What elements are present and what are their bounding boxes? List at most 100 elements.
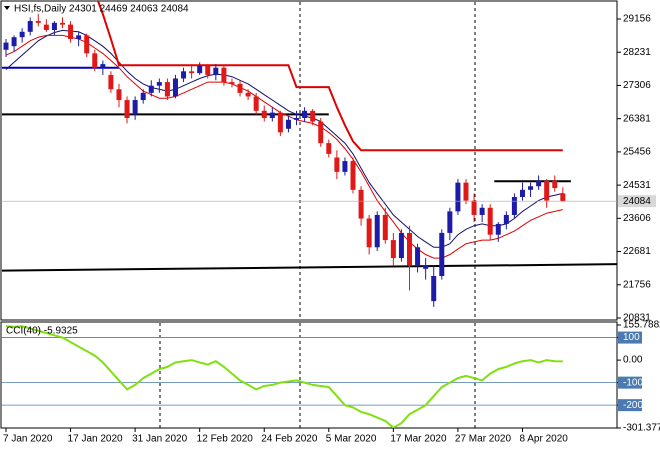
- y-tick-label: 155.7882: [623, 320, 660, 331]
- candle-body: [269, 112, 275, 118]
- candle-body: [19, 31, 25, 38]
- x-tick-label: 5 Mar 2020: [326, 434, 377, 445]
- candle-body: [245, 92, 251, 97]
- x-tick-label: 8 Apr 2020: [519, 434, 568, 445]
- x-tick-label: 7 Jan 2020: [3, 434, 53, 445]
- candle-body: [189, 71, 195, 74]
- candle-body: [116, 89, 122, 101]
- candle-body: [536, 180, 542, 187]
- candle-body: [108, 74, 114, 90]
- y-tick-label: 0.00: [623, 355, 643, 366]
- candle-body: [447, 211, 453, 233]
- candle-body: [3, 42, 9, 50]
- candle-body: [366, 218, 372, 248]
- x-tick-label: 17 Mar 2020: [390, 434, 447, 445]
- candle-body: [253, 96, 259, 111]
- candle-body: [68, 24, 74, 39]
- menu-arrow: [4, 6, 10, 10]
- candle-body: [302, 110, 308, 118]
- candle-body: [197, 65, 203, 74]
- candle-body: [100, 64, 106, 68]
- y-tick-label: 26381: [623, 113, 651, 124]
- x-tick-label: 31 Jan 2020: [132, 434, 187, 445]
- candle-body: [261, 110, 267, 118]
- candle-body: [431, 276, 437, 302]
- candle-body: [140, 92, 146, 101]
- candle-body: [59, 22, 65, 25]
- candle-body: [51, 22, 57, 31]
- x-tick-label: 12 Feb 2020: [197, 434, 254, 445]
- candle-body: [415, 247, 421, 266]
- y-tick-label: 27306: [623, 80, 651, 91]
- candle-body: [334, 157, 340, 172]
- y-tick-label: -100: [623, 377, 643, 388]
- candle-body: [495, 223, 501, 235]
- candle-body: [326, 143, 332, 154]
- candle-body: [487, 207, 493, 235]
- candle-body: [76, 35, 82, 39]
- x-tick-label: 27 Mar 2020: [455, 434, 512, 445]
- candle-body: [172, 78, 178, 97]
- candle-body: [519, 189, 525, 198]
- candle-body: [407, 232, 412, 266]
- candle-body: [382, 214, 388, 241]
- candle-body: [11, 37, 17, 47]
- level-label-box: [618, 399, 642, 412]
- candle-body: [181, 71, 187, 79]
- candle-body: [237, 83, 243, 93]
- x-tick-label: 17 Jan 2020: [68, 434, 123, 445]
- candle-body: [277, 112, 283, 133]
- chart-title: HSI,fs,Daily 24301 24469 24063 24084: [14, 4, 189, 15]
- candle-body: [390, 240, 396, 259]
- candle-body: [374, 214, 380, 248]
- y-tick-label: 28231: [623, 47, 651, 58]
- y-tick-label: 20831: [623, 313, 651, 324]
- y-tick-label: 23606: [623, 213, 651, 224]
- candle-body: [285, 119, 291, 129]
- candle-body: [471, 200, 477, 215]
- candle-body: [164, 82, 170, 97]
- candle-body: [43, 24, 49, 31]
- candle-body: [439, 232, 445, 277]
- level-label-box: [618, 331, 642, 344]
- x-tick-label: 24 Feb 2020: [261, 434, 318, 445]
- y-tick-label: 22681: [623, 246, 651, 257]
- cci-title: CCI(40) -5.9325: [6, 326, 78, 337]
- candle-body: [350, 161, 356, 190]
- candle-body: [511, 197, 517, 215]
- candle-body: [503, 214, 509, 224]
- candle-body: [205, 65, 211, 75]
- candle-body: [552, 180, 558, 189]
- y-tick-label: 100: [623, 332, 640, 343]
- candle-body: [455, 182, 461, 212]
- price-label: 24084: [623, 196, 651, 207]
- candle-body: [124, 100, 130, 118]
- candle-body: [35, 21, 41, 23]
- candle-body: [398, 232, 404, 259]
- candle-body: [463, 182, 469, 201]
- candle-body: [318, 121, 324, 144]
- candle-body: [544, 180, 550, 201]
- candle-body: [84, 35, 90, 54]
- candle-body: [423, 265, 429, 269]
- candle-body: [294, 117, 300, 120]
- candle-body: [229, 82, 235, 84]
- indicator-line: [96, 1, 563, 152]
- cci-line: [5, 325, 563, 428]
- y-tick-label: 21756: [623, 279, 651, 290]
- candle-body: [156, 82, 162, 86]
- candle-body: [560, 193, 566, 202]
- candle-body: [27, 21, 33, 32]
- y-tick-label: -200: [623, 400, 643, 411]
- main-plot: [1, 1, 617, 307]
- level-line: [1, 263, 617, 272]
- y-tick-label: 25456: [623, 147, 651, 158]
- candle-body: [310, 110, 316, 122]
- candle-body: [342, 161, 348, 172]
- candle-body: [148, 85, 154, 93]
- cci-frame: [0, 321, 618, 429]
- candle-body: [92, 53, 98, 68]
- y-tick-label: -301.377: [623, 423, 660, 434]
- candle-body: [358, 189, 364, 219]
